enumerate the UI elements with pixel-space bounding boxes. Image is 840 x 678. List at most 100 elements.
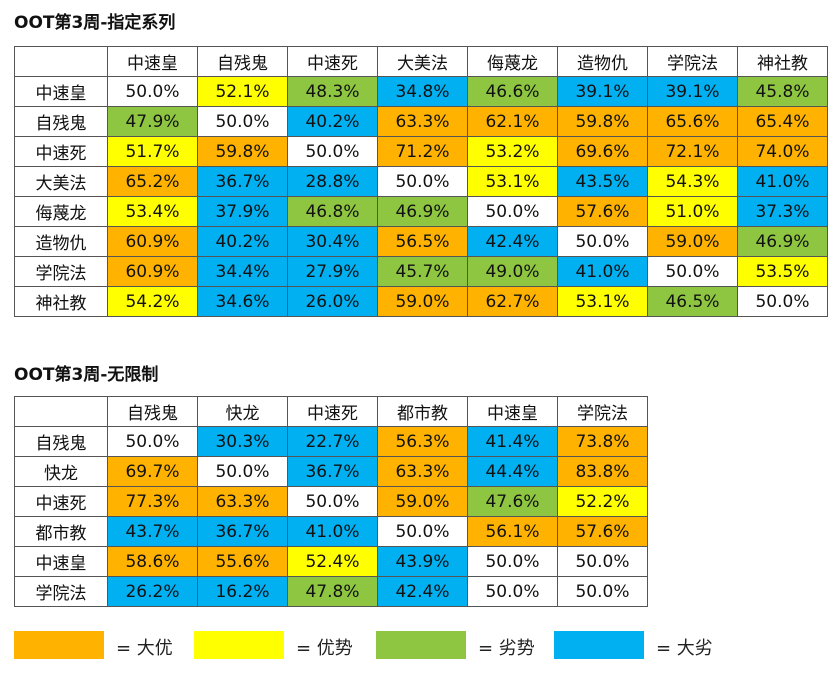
winrate-cell: 45.8%	[737, 76, 828, 107]
table-row: 都市教 43.7% 36.7% 41.0% 50.0% 56.1% 57.6%	[14, 516, 648, 547]
winrate-cell: 62.7%	[467, 286, 558, 317]
row-header: 神社教	[14, 286, 108, 317]
winrate-cell: 65.2%	[107, 166, 198, 197]
table-row: 中速死 51.7% 59.8% 50.0% 71.2% 53.2% 69.6% 72.1% 74…	[14, 136, 828, 167]
column-header: 神社教	[737, 46, 828, 77]
winrate-cell: 36.7%	[197, 516, 288, 547]
winrate-cell: 60.9%	[107, 226, 198, 257]
winrate-cell: 51.0%	[647, 196, 738, 227]
winrate-cell: 40.2%	[287, 106, 378, 137]
row-header: 都市教	[14, 516, 108, 547]
table-row: 学院法 26.2% 16.2% 47.8% 42.4% 50.0% 50.0%	[14, 576, 648, 607]
row-header: 侮蔑龙	[14, 196, 108, 227]
legend-swatch-da-lie	[554, 631, 644, 659]
row-header: 造物仇	[14, 226, 108, 257]
winrate-cell: 41.4%	[467, 426, 558, 457]
legend-label: = 大劣	[656, 638, 713, 659]
table-row: 造物仇 60.9% 40.2% 30.4% 56.5% 42.4% 50.0% 59.0% 46…	[14, 226, 828, 257]
winrate-cell: 83.8%	[557, 456, 648, 487]
winrate-cell: 53.5%	[737, 256, 828, 287]
legend-swatch-da-you	[14, 631, 104, 659]
color-legend: = 大优 = 优势 = 劣势 = 大劣	[14, 631, 834, 661]
winrate-cell: 59.8%	[557, 106, 648, 137]
winrate-cell: 30.3%	[197, 426, 288, 457]
winrate-cell: 41.0%	[737, 166, 828, 197]
column-header: 自残鬼	[107, 396, 198, 427]
winrate-cell: 50.0%	[647, 256, 738, 287]
winrate-cell: 54.2%	[107, 286, 198, 317]
column-header: 造物仇	[557, 46, 648, 77]
winrate-cell: 59.0%	[377, 286, 468, 317]
winrate-cell: 34.8%	[377, 76, 468, 107]
column-header: 自残鬼	[197, 46, 288, 77]
winrate-cell: 50.0%	[197, 106, 288, 137]
winrate-cell: 57.6%	[557, 516, 648, 547]
winrate-cell: 47.6%	[467, 486, 558, 517]
winrate-cell: 36.7%	[197, 166, 288, 197]
winrate-cell: 63.3%	[377, 106, 468, 137]
column-header: 中速皇	[107, 46, 198, 77]
row-header: 中速皇	[14, 76, 108, 107]
winrate-cell: 42.4%	[467, 226, 558, 257]
winrate-cell: 46.8%	[287, 196, 378, 227]
table-row: 中速皇 50.0% 52.1% 48.3% 34.8% 46.6% 39.1% 39.1% 45…	[14, 76, 828, 107]
winrate-cell: 26.2%	[107, 576, 198, 607]
winrate-cell: 41.0%	[287, 516, 378, 547]
row-header: 自残鬼	[14, 106, 108, 137]
winrate-cell: 44.4%	[467, 456, 558, 487]
winrate-cell: 47.9%	[107, 106, 198, 137]
winrate-cell: 53.1%	[467, 166, 558, 197]
winrate-cell: 39.1%	[647, 76, 738, 107]
winrate-cell: 45.7%	[377, 256, 468, 287]
winrate-cell: 50.0%	[377, 166, 468, 197]
table-row: 快龙 69.7% 50.0% 36.7% 63.3% 44.4% 83.8%	[14, 456, 648, 487]
table-row: 大美法 65.2% 36.7% 28.8% 50.0% 53.1% 43.5% 54.3% 41…	[14, 166, 828, 197]
winrate-cell: 34.6%	[197, 286, 288, 317]
corner-cell	[14, 46, 108, 77]
winrate-cell: 51.7%	[107, 136, 198, 167]
winrate-cell: 53.1%	[557, 286, 648, 317]
legend-swatch-you-shi	[194, 631, 284, 659]
winrate-cell: 46.6%	[467, 76, 558, 107]
winrate-cell: 54.3%	[647, 166, 738, 197]
table-row: 神社教 54.2% 34.6% 26.0% 59.0% 62.7% 53.1% 46.5% 50…	[14, 286, 828, 317]
winrate-cell: 43.7%	[107, 516, 198, 547]
winrate-cell: 46.9%	[737, 226, 828, 257]
row-header: 自残鬼	[14, 426, 108, 457]
column-header: 中速死	[287, 46, 378, 77]
column-header: 中速皇	[467, 396, 558, 427]
row-header: 快龙	[14, 456, 108, 487]
winrate-cell: 48.3%	[287, 76, 378, 107]
winrate-cell: 52.2%	[557, 486, 648, 517]
winrate-cell: 56.5%	[377, 226, 468, 257]
row-header: 中速死	[14, 136, 108, 167]
legend-label: = 劣势	[478, 638, 535, 659]
winrate-cell: 37.9%	[197, 196, 288, 227]
header-row: 自残鬼 快龙 中速死 都市教 中速皇 学院法	[14, 396, 648, 427]
winrate-cell: 59.0%	[377, 486, 468, 517]
winrate-cell: 47.8%	[287, 576, 378, 607]
column-header: 学院法	[647, 46, 738, 77]
section-title-designated: OOT第3周-指定系列	[14, 13, 176, 33]
table-row: 中速死 77.3% 63.3% 50.0% 59.0% 47.6% 52.2%	[14, 486, 648, 517]
winrate-cell: 72.1%	[647, 136, 738, 167]
winrate-cell: 41.0%	[557, 256, 648, 287]
row-header: 中速皇	[14, 546, 108, 577]
winrate-cell: 52.4%	[287, 546, 378, 577]
winrate-cell: 77.3%	[107, 486, 198, 517]
winrate-cell: 46.9%	[377, 196, 468, 227]
winrate-cell: 27.9%	[287, 256, 378, 287]
column-header: 快龙	[197, 396, 288, 427]
winrate-cell: 36.7%	[287, 456, 378, 487]
table-row: 自残鬼 50.0% 30.3% 22.7% 56.3% 41.4% 73.8%	[14, 426, 648, 457]
winrate-cell: 16.2%	[197, 576, 288, 607]
row-header: 学院法	[14, 256, 108, 287]
winrate-cell: 50.0%	[377, 516, 468, 547]
winrate-cell: 49.0%	[467, 256, 558, 287]
winrate-cell: 50.0%	[467, 196, 558, 227]
winrate-cell: 50.0%	[557, 226, 648, 257]
table-row: 中速皇 58.6% 55.6% 52.4% 43.9% 50.0% 50.0%	[14, 546, 648, 577]
header-row: 中速皇 自残鬼 中速死 大美法 侮蔑龙 造物仇 学院法 神社教	[14, 46, 828, 77]
corner-cell	[14, 396, 108, 427]
winrate-cell: 65.4%	[737, 106, 828, 137]
